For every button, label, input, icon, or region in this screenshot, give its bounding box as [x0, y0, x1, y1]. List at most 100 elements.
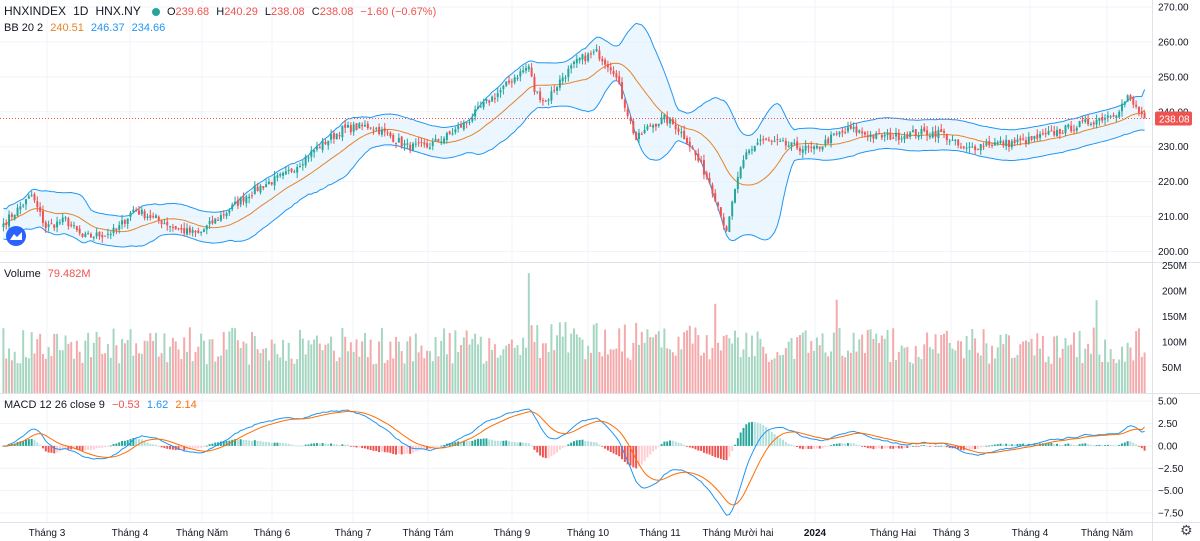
- volume-bar: [180, 358, 183, 393]
- volume-bar: [539, 358, 542, 393]
- macd-hist-bar: [109, 445, 112, 447]
- volume-bar: [75, 340, 78, 393]
- volume-bar: [1075, 357, 1078, 393]
- macd-hist-bar: [897, 445, 900, 449]
- macd-hist-bar: [702, 445, 705, 453]
- candle-body: [900, 138, 903, 140]
- macd-hist-bar: [909, 445, 912, 447]
- candle-body: [1061, 132, 1064, 134]
- volume-bar: [519, 354, 522, 393]
- candle-body: [844, 132, 847, 134]
- tradingview-logo-icon[interactable]: [6, 226, 26, 246]
- candle-body: [389, 132, 392, 137]
- volume-bar: [821, 333, 824, 393]
- macd-hist-bar: [267, 442, 270, 446]
- candle-body: [460, 124, 463, 128]
- candle-body: [89, 234, 92, 238]
- macd-hist-bar: [657, 445, 660, 447]
- macd-hist-bar: [1002, 444, 1005, 446]
- macd-hist-bar: [1095, 445, 1098, 446]
- macd-hist-bar: [434, 445, 437, 447]
- candle-body: [866, 135, 869, 138]
- macd-hist-bar: [239, 439, 242, 446]
- candle-body: [191, 229, 194, 233]
- macd-tick-label: 0.00: [1158, 441, 1178, 452]
- macd-hist-bar: [287, 443, 290, 446]
- macd-hist-bar: [654, 445, 657, 450]
- macd-hist-bar: [219, 441, 222, 446]
- macd-hist-bar: [1008, 444, 1010, 446]
- candle-body: [186, 228, 189, 235]
- bb-basis-line: [3, 62, 1145, 233]
- macd-legend[interactable]: MACD 12 26 close 9 −0.53 1.62 2.14: [4, 399, 201, 411]
- volume-bar: [940, 334, 943, 393]
- macd-hist-bar: [1005, 443, 1008, 446]
- volume-bar: [1129, 347, 1132, 393]
- settings-gear-icon[interactable]: ⚙: [1180, 522, 1193, 538]
- volume-bar: [188, 327, 191, 393]
- candle-body: [423, 142, 426, 145]
- candle-body: [722, 216, 725, 226]
- volume-bar: [423, 358, 426, 393]
- macd-hist-bar: [669, 440, 672, 446]
- macd-hist-bar: [78, 445, 81, 451]
- macd-hist-bar: [584, 441, 587, 446]
- candle-body: [601, 58, 604, 62]
- volume-bar: [8, 348, 11, 393]
- volume-bar: [420, 345, 423, 393]
- macd-hist-bar: [601, 445, 604, 447]
- macd-hist-bar: [33, 440, 36, 446]
- volume-bar: [434, 336, 437, 393]
- macd-hist-bar: [748, 422, 751, 446]
- macd-hist-bar: [996, 444, 999, 446]
- macd-hist-bar: [844, 443, 847, 446]
- volume-bar: [852, 332, 855, 393]
- candle-body: [753, 146, 756, 152]
- candle-body: [813, 146, 816, 150]
- volume-bar: [1024, 340, 1027, 393]
- volume-bar: [412, 361, 414, 393]
- macd-hist-bar: [536, 445, 539, 453]
- candle-body: [276, 175, 279, 178]
- time-axis[interactable]: Tháng 3 Tháng 4 Tháng Năm Tháng 6 Tháng 7 Thá…: [29, 528, 1133, 539]
- candle-body: [499, 90, 502, 93]
- candle-body: [765, 138, 768, 140]
- price-axis[interactable]: 270.00260.00250.00240.00230.00220.00210.…: [1158, 2, 1189, 519]
- candle-body: [121, 220, 124, 225]
- candle-body: [406, 143, 409, 145]
- candle-body: [632, 121, 635, 134]
- volume-legend[interactable]: Volume 79.482M: [4, 268, 95, 280]
- macd-hist-bar: [462, 440, 465, 446]
- macd-hist-bar: [595, 442, 598, 446]
- candle-body: [1016, 139, 1019, 143]
- macd-hist-bar: [728, 445, 731, 457]
- volume-bar: [109, 357, 112, 393]
- macd-hist-bar: [1123, 442, 1126, 446]
- bb-legend[interactable]: BB 20 2 240.51 246.37 234.66: [4, 22, 169, 34]
- macd-hist-bar: [573, 441, 575, 446]
- macd-tick-label: 2.50: [1158, 419, 1178, 430]
- volume-bar: [787, 341, 790, 393]
- time-tick-label: Tháng 3: [29, 528, 66, 539]
- symbol-name[interactable]: HNXINDEX: [4, 4, 67, 18]
- volume-bar: [1115, 362, 1118, 393]
- macd-hist-bar: [880, 445, 883, 449]
- volume-bar: [41, 354, 44, 393]
- candle-body: [101, 234, 104, 238]
- candle-body: [903, 135, 906, 140]
- volume-bar: [1053, 336, 1056, 393]
- volume-bar: [923, 344, 926, 393]
- volume-bar: [948, 342, 951, 393]
- volume-bar: [685, 330, 688, 393]
- volume-bar: [406, 341, 409, 393]
- volume-bar: [123, 343, 126, 393]
- volume-bar: [307, 340, 310, 393]
- volume-bar: [448, 332, 451, 393]
- volume-bar: [1109, 349, 1112, 393]
- ohlc-low: 238.08: [271, 6, 305, 18]
- candle-body: [513, 77, 516, 83]
- interval[interactable]: 1D: [73, 4, 89, 18]
- volume-bar: [595, 323, 598, 393]
- macd-hist-bar: [448, 443, 451, 446]
